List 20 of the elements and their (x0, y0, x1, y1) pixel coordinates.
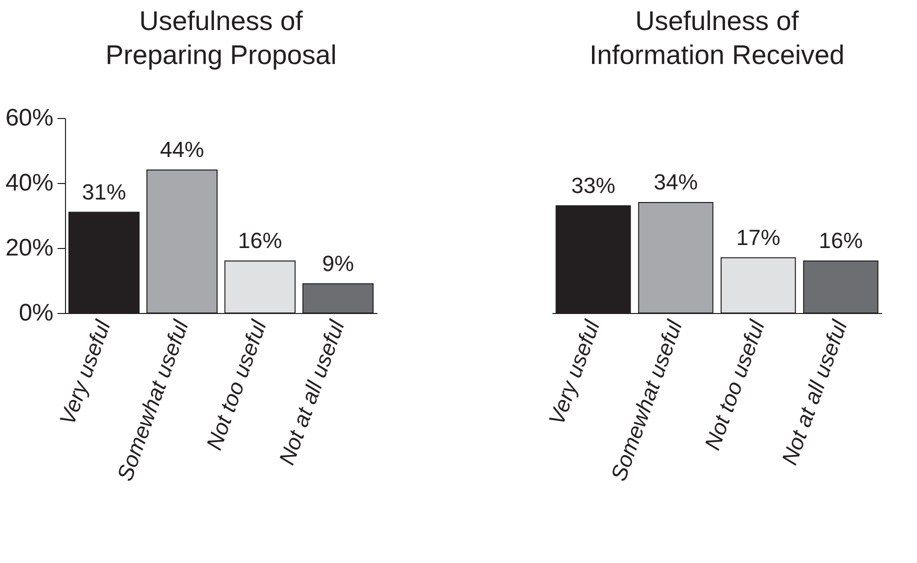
x-tick-label: Not too useful (201, 316, 272, 454)
data-label: 16% (238, 228, 282, 253)
x-tick-label: Not at all useful (274, 316, 350, 468)
data-label: 17% (736, 224, 780, 250)
x-tick-label: Not at all useful (776, 316, 852, 468)
chart-title: Usefulness of Preparing Proposal (105, 6, 337, 70)
x-tick-label: Not too useful (700, 316, 770, 454)
y-tick-label: 60% (5, 104, 54, 132)
data-label: 16% (818, 228, 863, 253)
y-tick-label: 20% (5, 234, 54, 262)
data-label: 31% (82, 179, 126, 204)
data-label: 9% (322, 250, 354, 276)
data-label: 44% (160, 137, 204, 162)
x-tick-label: Very useful (54, 316, 116, 428)
x-tick-label: Very useful (544, 316, 605, 428)
data-label: 34% (654, 170, 698, 194)
data-label: 33% (571, 172, 616, 198)
chart-title: Usefulness of Information Received (589, 6, 845, 70)
y-tick-label: 40% (5, 170, 54, 196)
y-tick-label: 0% (18, 300, 54, 326)
